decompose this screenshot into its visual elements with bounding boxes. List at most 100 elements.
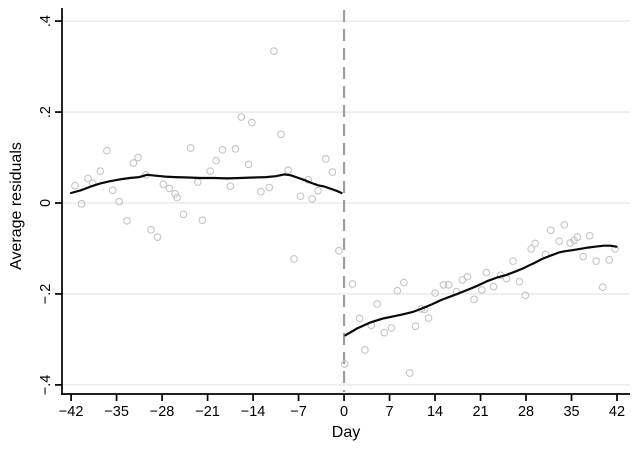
x-tick-label: −42 (59, 404, 84, 420)
x-axis-title: Day (331, 424, 361, 441)
data-point (439, 281, 448, 289)
fit-line (69, 173, 343, 195)
data-point (463, 272, 472, 281)
data-point (373, 300, 382, 308)
x-tick-label: −28 (150, 404, 175, 420)
data-point (102, 146, 111, 155)
x-tick-label: 28 (518, 404, 534, 420)
data-point (77, 200, 86, 208)
fit-line (344, 244, 618, 337)
data-point (123, 216, 131, 225)
x-tick-label: −14 (241, 404, 266, 420)
y-tick-label: −.4 (38, 375, 54, 396)
data-point (226, 182, 235, 191)
data-point (531, 239, 539, 248)
data-point (218, 145, 227, 154)
data-point (244, 160, 253, 169)
y-axis-title: Average residuals (8, 142, 25, 270)
x-tick-label: 7 (386, 404, 394, 420)
data-point (335, 246, 343, 255)
x-tick-label: −35 (104, 404, 129, 420)
x-tick-label: 0 (340, 404, 348, 420)
data-point (171, 190, 179, 198)
data-point (277, 130, 285, 139)
x-tick-label: 21 (472, 404, 488, 420)
data-point (546, 226, 555, 235)
data-point (153, 233, 162, 241)
data-point (477, 286, 486, 294)
data-point (296, 192, 305, 201)
x-tick-label: 42 (609, 404, 625, 420)
data-point (290, 255, 298, 263)
data-point (237, 113, 246, 121)
data-point (509, 257, 517, 266)
data-point (380, 328, 389, 337)
data-point (129, 159, 138, 167)
data-point (411, 322, 420, 331)
data-point (585, 231, 594, 240)
data-point (179, 210, 188, 219)
y-tick-label: 0 (38, 199, 54, 207)
data-point (340, 360, 349, 368)
data-point (108, 186, 117, 195)
data-point (265, 183, 274, 192)
data-point (231, 145, 240, 153)
data-point (387, 324, 396, 332)
data-point (212, 156, 220, 165)
data-point (257, 187, 265, 196)
data-point (573, 233, 582, 241)
data-point (598, 283, 607, 291)
x-tick-label: −7 (290, 404, 307, 420)
data-point (355, 314, 364, 323)
scatter-series (71, 47, 343, 263)
data-point (165, 184, 174, 193)
data-point (84, 174, 92, 183)
data-point (515, 277, 524, 286)
data-point (115, 197, 124, 206)
y-tick-label: .2 (38, 106, 54, 118)
y-tick-label: .4 (38, 15, 54, 27)
data-point (393, 286, 402, 295)
x-tick-label: −21 (195, 404, 220, 420)
data-point (431, 289, 439, 297)
data-point (489, 282, 498, 291)
y-tick-label: −.2 (38, 284, 54, 305)
data-point (470, 295, 478, 304)
data-point (173, 193, 181, 202)
data-point (360, 346, 369, 354)
data-point (193, 178, 202, 186)
x-tick-label: 14 (427, 404, 443, 420)
data-point (444, 281, 453, 289)
data-point (605, 255, 614, 264)
data-point (527, 245, 536, 253)
data-point (521, 291, 530, 300)
data-point (592, 257, 601, 266)
data-point (555, 237, 564, 246)
data-point (247, 118, 256, 127)
data-point (270, 47, 278, 55)
data-point (314, 186, 322, 195)
data-point (134, 153, 142, 162)
data-point (348, 280, 357, 288)
data-point (71, 181, 79, 190)
data-point (96, 167, 105, 176)
data-point (399, 278, 408, 287)
data-point (322, 155, 330, 163)
data-point (308, 195, 317, 203)
data-point (328, 168, 337, 176)
data-point (186, 144, 195, 152)
data-point (198, 216, 207, 225)
data-point (206, 167, 215, 176)
x-tick-label: 35 (563, 404, 579, 420)
data-point (147, 225, 155, 234)
data-point (579, 252, 588, 261)
data-point (159, 180, 168, 189)
data-point (424, 314, 433, 322)
data-point (560, 220, 569, 229)
scatter-series (340, 220, 619, 377)
data-point (405, 369, 414, 377)
data-point (482, 268, 491, 277)
data-point (284, 166, 293, 175)
